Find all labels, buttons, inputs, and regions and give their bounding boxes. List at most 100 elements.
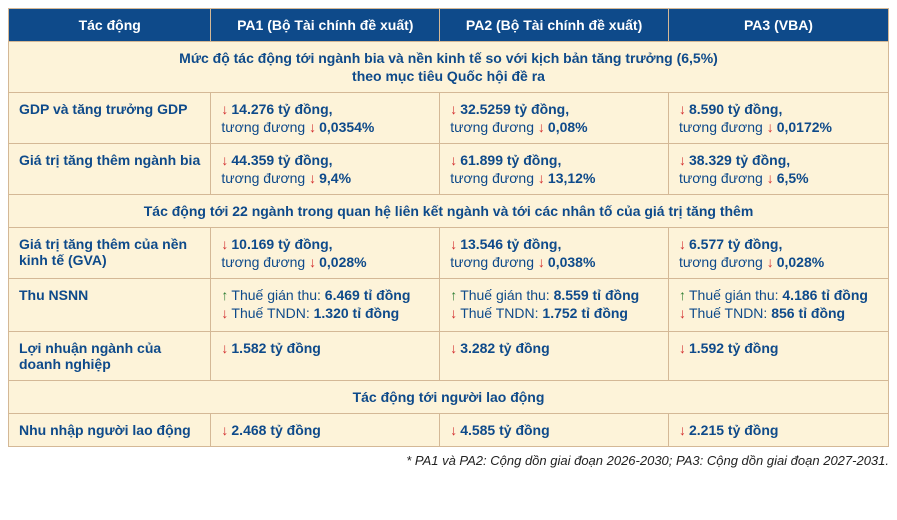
gdp-pa3-prefix: tương đương [679, 119, 767, 135]
footnote: * PA1 và PA2: Cộng dồn giai đoạn 2026-20… [8, 453, 889, 468]
col-header-pa3: PA3 (VBA) [668, 9, 888, 42]
section2-header: Tác động tới 22 ngành trong quan hệ liên… [9, 195, 889, 228]
nsnn-pa2-indirect-val: 8.559 tỉ đồng [554, 287, 640, 303]
row-label-labor: Nhu nhập người lao động [9, 414, 211, 447]
arrow-down-icon: ↓ [450, 305, 457, 321]
beer-pa1-amount: 44.359 tỷ đồng, [231, 152, 332, 168]
arrow-down-icon: ↓ [221, 152, 228, 168]
gdp-pa1-prefix: tương đương [221, 119, 309, 135]
arrow-up-icon: ↑ [679, 287, 686, 303]
cell-gva-pa3: ↓6.577 tỷ đồng, tương đương ↓0,028% [668, 228, 888, 279]
cell-profit-pa2: ↓3.282 tỷ đồng [440, 332, 669, 381]
header-row: Tác động PA1 (Bộ Tài chính đề xuất) PA2 … [9, 9, 889, 42]
gdp-pa2-pct: 0,08% [548, 119, 588, 135]
gva-pa2-pct: 0,038% [548, 254, 595, 270]
arrow-down-icon: ↓ [221, 340, 228, 356]
cell-gva-pa1: ↓10.169 tỷ đồng, tương đương ↓0,028% [211, 228, 440, 279]
nsnn-pa3-tndn-val: 856 tỉ đồng [771, 305, 845, 321]
row-label-profit: Lợi nhuận ngành của doanh nghiệp [9, 332, 211, 381]
labor-pa1: 2.468 tỷ đồng [231, 422, 320, 438]
cell-gdp-pa3: ↓8.590 tỷ đồng, tương đương ↓0,0172% [668, 93, 888, 144]
cell-nsnn-pa2: ↑Thuế gián thu: 8.559 tỉ đồng ↓Thuế TNDN… [440, 279, 669, 332]
gva-pa3-pct: 0,028% [777, 254, 824, 270]
row-labor-income: Nhu nhập người lao động ↓2.468 tỷ đồng ↓… [9, 414, 889, 447]
nsnn-pa1-tndn-val: 1.320 tỉ đồng [314, 305, 400, 321]
nsnn-pa1-tndn-lbl: Thuế TNDN: [231, 305, 313, 321]
arrow-down-icon: ↓ [679, 305, 686, 321]
cell-nsnn-pa3: ↑Thuế gián thu: 4.186 tỉ đồng ↓Thuế TNDN… [668, 279, 888, 332]
arrow-down-icon: ↓ [679, 152, 686, 168]
gva-pa1-amount: 10.169 tỷ đồng, [231, 236, 332, 252]
cell-profit-pa3: ↓1.592 tỷ đồng [668, 332, 888, 381]
gdp-pa1-amount: 14.276 tỷ đồng, [231, 101, 332, 117]
arrow-down-icon: ↓ [309, 119, 316, 135]
section3-header: Tác động tới người lao động [9, 381, 889, 414]
col-header-pa1: PA1 (Bộ Tài chính đề xuất) [211, 9, 440, 42]
arrow-down-icon: ↓ [679, 101, 686, 117]
labor-pa2: 4.585 tỷ đồng [460, 422, 549, 438]
arrow-down-icon: ↓ [679, 422, 686, 438]
arrow-down-icon: ↓ [221, 422, 228, 438]
nsnn-pa3-tndn-lbl: Thuế TNDN: [689, 305, 771, 321]
gdp-pa1-pct: 0,0354% [319, 119, 374, 135]
cell-beer-pa2: ↓61.899 tỷ đồng, tương đương ↓13,12% [440, 144, 669, 195]
arrow-down-icon: ↓ [679, 236, 686, 252]
arrow-down-icon: ↓ [538, 170, 545, 186]
nsnn-pa1-indirect-lbl: Thuế gián thu: [231, 287, 324, 303]
section1-header: Mức độ tác động tới ngành bia và nền kin… [9, 42, 889, 93]
beer-pa3-prefix: tương đương [679, 170, 767, 186]
cell-labor-pa2: ↓4.585 tỷ đồng [440, 414, 669, 447]
arrow-down-icon: ↓ [309, 254, 316, 270]
beer-pa2-prefix: tương đương [450, 170, 538, 186]
cell-profit-pa1: ↓1.582 tỷ đồng [211, 332, 440, 381]
gva-pa3-prefix: tương đương [679, 254, 767, 270]
beer-pa3-pct: 6,5% [777, 170, 809, 186]
cell-gdp-pa1: ↓14.276 tỷ đồng, tương đương ↓0,0354% [211, 93, 440, 144]
arrow-down-icon: ↓ [221, 305, 228, 321]
row-profit: Lợi nhuận ngành của doanh nghiệp ↓1.582 … [9, 332, 889, 381]
arrow-down-icon: ↓ [450, 236, 457, 252]
arrow-down-icon: ↓ [309, 170, 316, 186]
profit-pa3: 1.592 tỷ đồng [689, 340, 778, 356]
arrow-down-icon: ↓ [538, 254, 545, 270]
arrow-down-icon: ↓ [221, 236, 228, 252]
nsnn-pa3-indirect-lbl: Thuế gián thu: [689, 287, 782, 303]
row-label-nsnn: Thu NSNN [9, 279, 211, 332]
section1-title-line2: theo mục tiêu Quốc hội đề ra [352, 68, 545, 84]
gva-pa2-amount: 13.546 tỷ đồng, [460, 236, 561, 252]
nsnn-pa1-indirect-val: 6.469 tỉ đồng [325, 287, 411, 303]
arrow-down-icon: ↓ [450, 422, 457, 438]
gva-pa1-prefix: tương đương [221, 254, 309, 270]
arrow-down-icon: ↓ [450, 101, 457, 117]
section1-title-line1: Mức độ tác động tới ngành bia và nền kin… [19, 50, 878, 66]
arrow-down-icon: ↓ [450, 340, 457, 356]
cell-gva-pa2: ↓13.546 tỷ đồng, tương đương ↓0,038% [440, 228, 669, 279]
impact-table: Tác động PA1 (Bộ Tài chính đề xuất) PA2 … [8, 8, 889, 447]
labor-pa3: 2.215 tỷ đồng [689, 422, 778, 438]
nsnn-pa2-tndn-lbl: Thuế TNDN: [460, 305, 542, 321]
cell-labor-pa1: ↓2.468 tỷ đồng [211, 414, 440, 447]
profit-pa1: 1.582 tỷ đồng [231, 340, 320, 356]
col-header-impact: Tác động [9, 9, 211, 42]
beer-pa1-pct: 9,4% [319, 170, 351, 186]
row-label-beer: Giá trị tăng thêm ngành bia [9, 144, 211, 195]
row-nsnn: Thu NSNN ↑Thuế gián thu: 6.469 tỉ đồng ↓… [9, 279, 889, 332]
nsnn-pa2-indirect-lbl: Thuế gián thu: [460, 287, 553, 303]
nsnn-pa2-tndn-val: 1.752 tỉ đồng [542, 305, 628, 321]
beer-pa2-amount: 61.899 tỷ đồng, [460, 152, 561, 168]
beer-pa1-prefix: tương đương [221, 170, 309, 186]
beer-pa3-amount: 38.329 tỷ đồng, [689, 152, 790, 168]
arrow-up-icon: ↑ [450, 287, 457, 303]
cell-beer-pa1: ↓44.359 tỷ đồng, tương đương ↓9,4% [211, 144, 440, 195]
gdp-pa3-pct: 0,0172% [777, 119, 832, 135]
cell-nsnn-pa1: ↑Thuế gián thu: 6.469 tỉ đồng ↓Thuế TNDN… [211, 279, 440, 332]
profit-pa2: 3.282 tỷ đồng [460, 340, 549, 356]
gva-pa1-pct: 0,028% [319, 254, 366, 270]
gdp-pa2-amount: 32.5259 tỷ đồng, [460, 101, 569, 117]
col-header-pa2: PA2 (Bộ Tài chính đề xuất) [440, 9, 669, 42]
row-gva: Giá trị tăng thêm của nền kinh tế (GVA) … [9, 228, 889, 279]
gdp-pa2-prefix: tương đương [450, 119, 538, 135]
cell-beer-pa3: ↓38.329 tỷ đồng, tương đương ↓6,5% [668, 144, 888, 195]
arrow-down-icon: ↓ [767, 254, 774, 270]
row-beer-value: Giá trị tăng thêm ngành bia ↓44.359 tỷ đ… [9, 144, 889, 195]
